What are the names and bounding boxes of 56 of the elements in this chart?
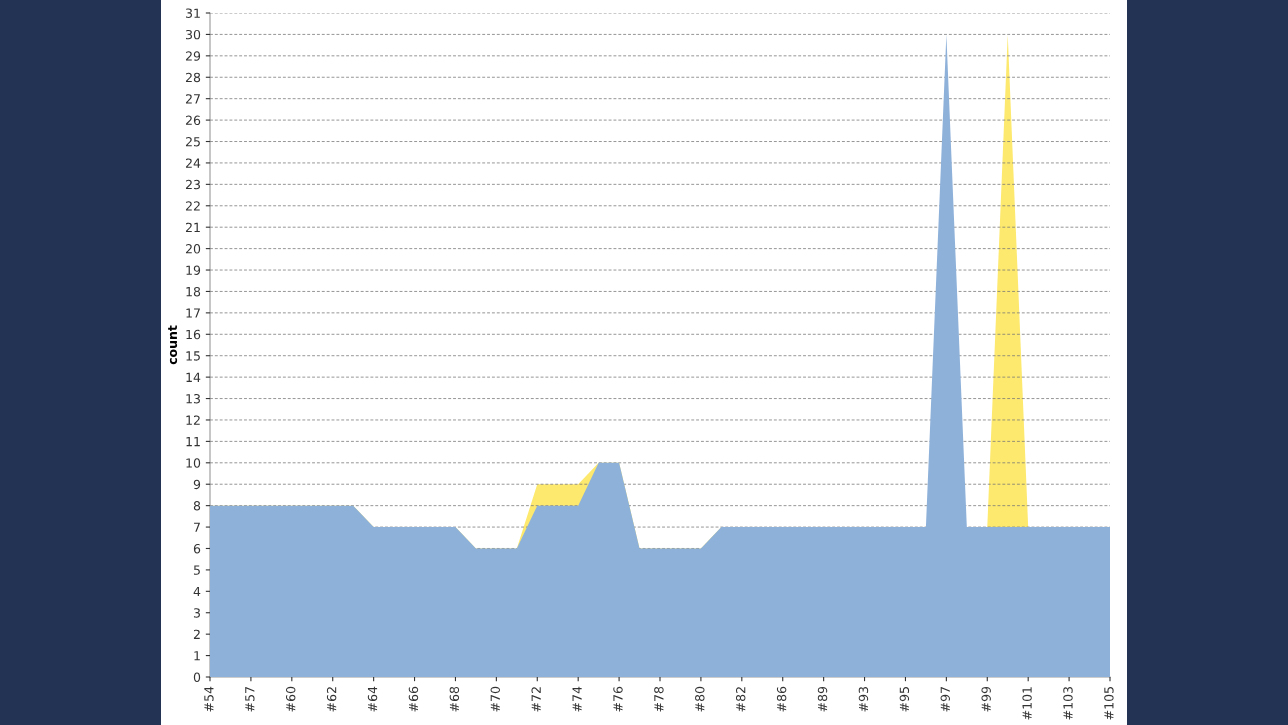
y-axis-title: count	[168, 325, 178, 365]
x-tick-label: #62	[326, 687, 337, 712]
x-tick-label: #54	[204, 686, 214, 712]
y-tick-label: 10	[186, 458, 201, 468]
y-tick-label: 15	[186, 351, 200, 361]
x-tick-label: #57	[245, 687, 255, 712]
x-tick-label: #70	[490, 686, 500, 712]
y-tick-label: 31	[186, 8, 200, 18]
y-tick-label: 3	[193, 608, 200, 618]
y-tick-label: 27	[185, 94, 200, 104]
y-tick-label: 20	[185, 244, 201, 254]
y-tick-label: 14	[186, 372, 201, 382]
y-tick-label: 19	[186, 265, 201, 275]
x-tick-label: #74	[572, 686, 582, 712]
y-tick-label: 0	[193, 672, 201, 682]
y-tick-label: 29	[185, 51, 201, 61]
x-tick-label: #60	[285, 686, 296, 712]
y-tick-label: 9	[193, 479, 201, 490]
x-tick-label: #82	[735, 687, 746, 712]
y-tick-label: 22	[185, 201, 200, 211]
x-tick-label: #89	[817, 686, 828, 712]
x-tick-label: #66	[408, 686, 419, 712]
x-tick-label: #97	[940, 687, 950, 712]
y-tick-label: 18	[186, 286, 201, 297]
y-tick-label: 30	[186, 29, 201, 40]
y-tick-label: 1	[194, 651, 200, 661]
y-tick-label: 17	[186, 308, 200, 318]
y-tick-label: 2	[193, 629, 200, 639]
x-tick-label: #86	[776, 686, 787, 712]
y-tick-label: 28	[185, 72, 201, 83]
y-tick-label: 5	[193, 565, 200, 575]
y-tick-label: 21	[185, 222, 200, 232]
x-tick-label: #95	[899, 687, 910, 712]
y-tick-label: 8	[193, 501, 201, 511]
x-tick-label: #68	[449, 686, 460, 712]
y-tick-label: 4	[193, 586, 201, 597]
y-tick-label: 11	[186, 437, 200, 447]
y-tick-label: 12	[186, 415, 200, 425]
y-tick-label: 26	[185, 115, 201, 126]
y-tick-label: 24	[185, 158, 201, 168]
y-tick-label: 6	[193, 543, 201, 554]
y-tick-label: 16	[186, 329, 201, 340]
x-tick-label: #103	[1063, 687, 1073, 720]
x-tick-label: #76	[613, 686, 623, 712]
y-tick-label: 23	[185, 179, 200, 190]
x-tick-label: #101	[1022, 687, 1032, 720]
x-tick-label: #80	[695, 686, 705, 712]
y-tick-label: 7	[194, 522, 200, 532]
x-tick-label: #105	[1104, 687, 1114, 720]
y-tick-label: 13	[186, 394, 200, 404]
x-tick-label: #72	[531, 687, 541, 712]
x-tick-label: #64	[367, 686, 378, 712]
y-tick-label: 25	[185, 136, 200, 147]
x-tick-label: #78	[654, 686, 664, 712]
x-tick-label: #93	[858, 687, 869, 712]
x-tick-label: #99	[981, 686, 991, 712]
